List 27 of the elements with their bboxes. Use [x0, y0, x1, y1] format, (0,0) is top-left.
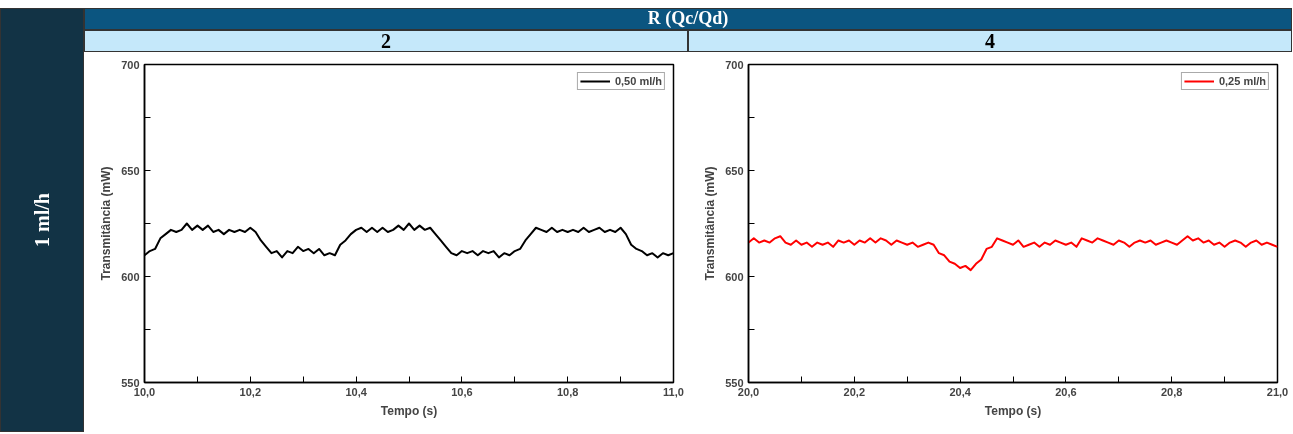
y-axis-title: Transmitância (mW) [99, 166, 114, 281]
y-tick-label: 700 [725, 58, 744, 71]
x-tick-label: 11,0 [663, 385, 684, 398]
y-tick-label: 600 [121, 270, 140, 283]
x-tick-label: 21,0 [1266, 385, 1289, 398]
y-tick-label: 650 [121, 164, 140, 177]
x-tick-label: 10,6 [451, 385, 473, 398]
x-tick-label: 20,4 [949, 385, 972, 398]
y-axis-title: Transmitância (mW) [703, 166, 718, 281]
chart-title: 4 [985, 28, 995, 54]
x-axis-title: Tempo (s) [984, 403, 1042, 418]
y-tick-label: 700 [121, 58, 140, 71]
x-tick-label: 20,8 [1161, 385, 1183, 398]
x-tick-label: 20,6 [1055, 385, 1077, 398]
chart-title: 2 [381, 28, 391, 54]
legend-label: 0,25 ml/h [1218, 75, 1266, 87]
y-tick-label: 600 [725, 270, 744, 283]
line-series [748, 235, 1278, 272]
x-axis-title: Tempo (s) [380, 403, 438, 418]
x-tick-label: 10,4 [345, 385, 368, 398]
legend-label: 0,50 ml/h [614, 75, 662, 87]
text: 1 ml/h [29, 193, 54, 247]
x-tick-label: 10,8 [557, 385, 579, 398]
text: R (Qc/Qd) [647, 7, 729, 31]
y-tick-label: 650 [725, 164, 744, 177]
x-tick-label: 20,2 [843, 385, 866, 398]
x-tick-label: 10,2 [239, 385, 262, 398]
